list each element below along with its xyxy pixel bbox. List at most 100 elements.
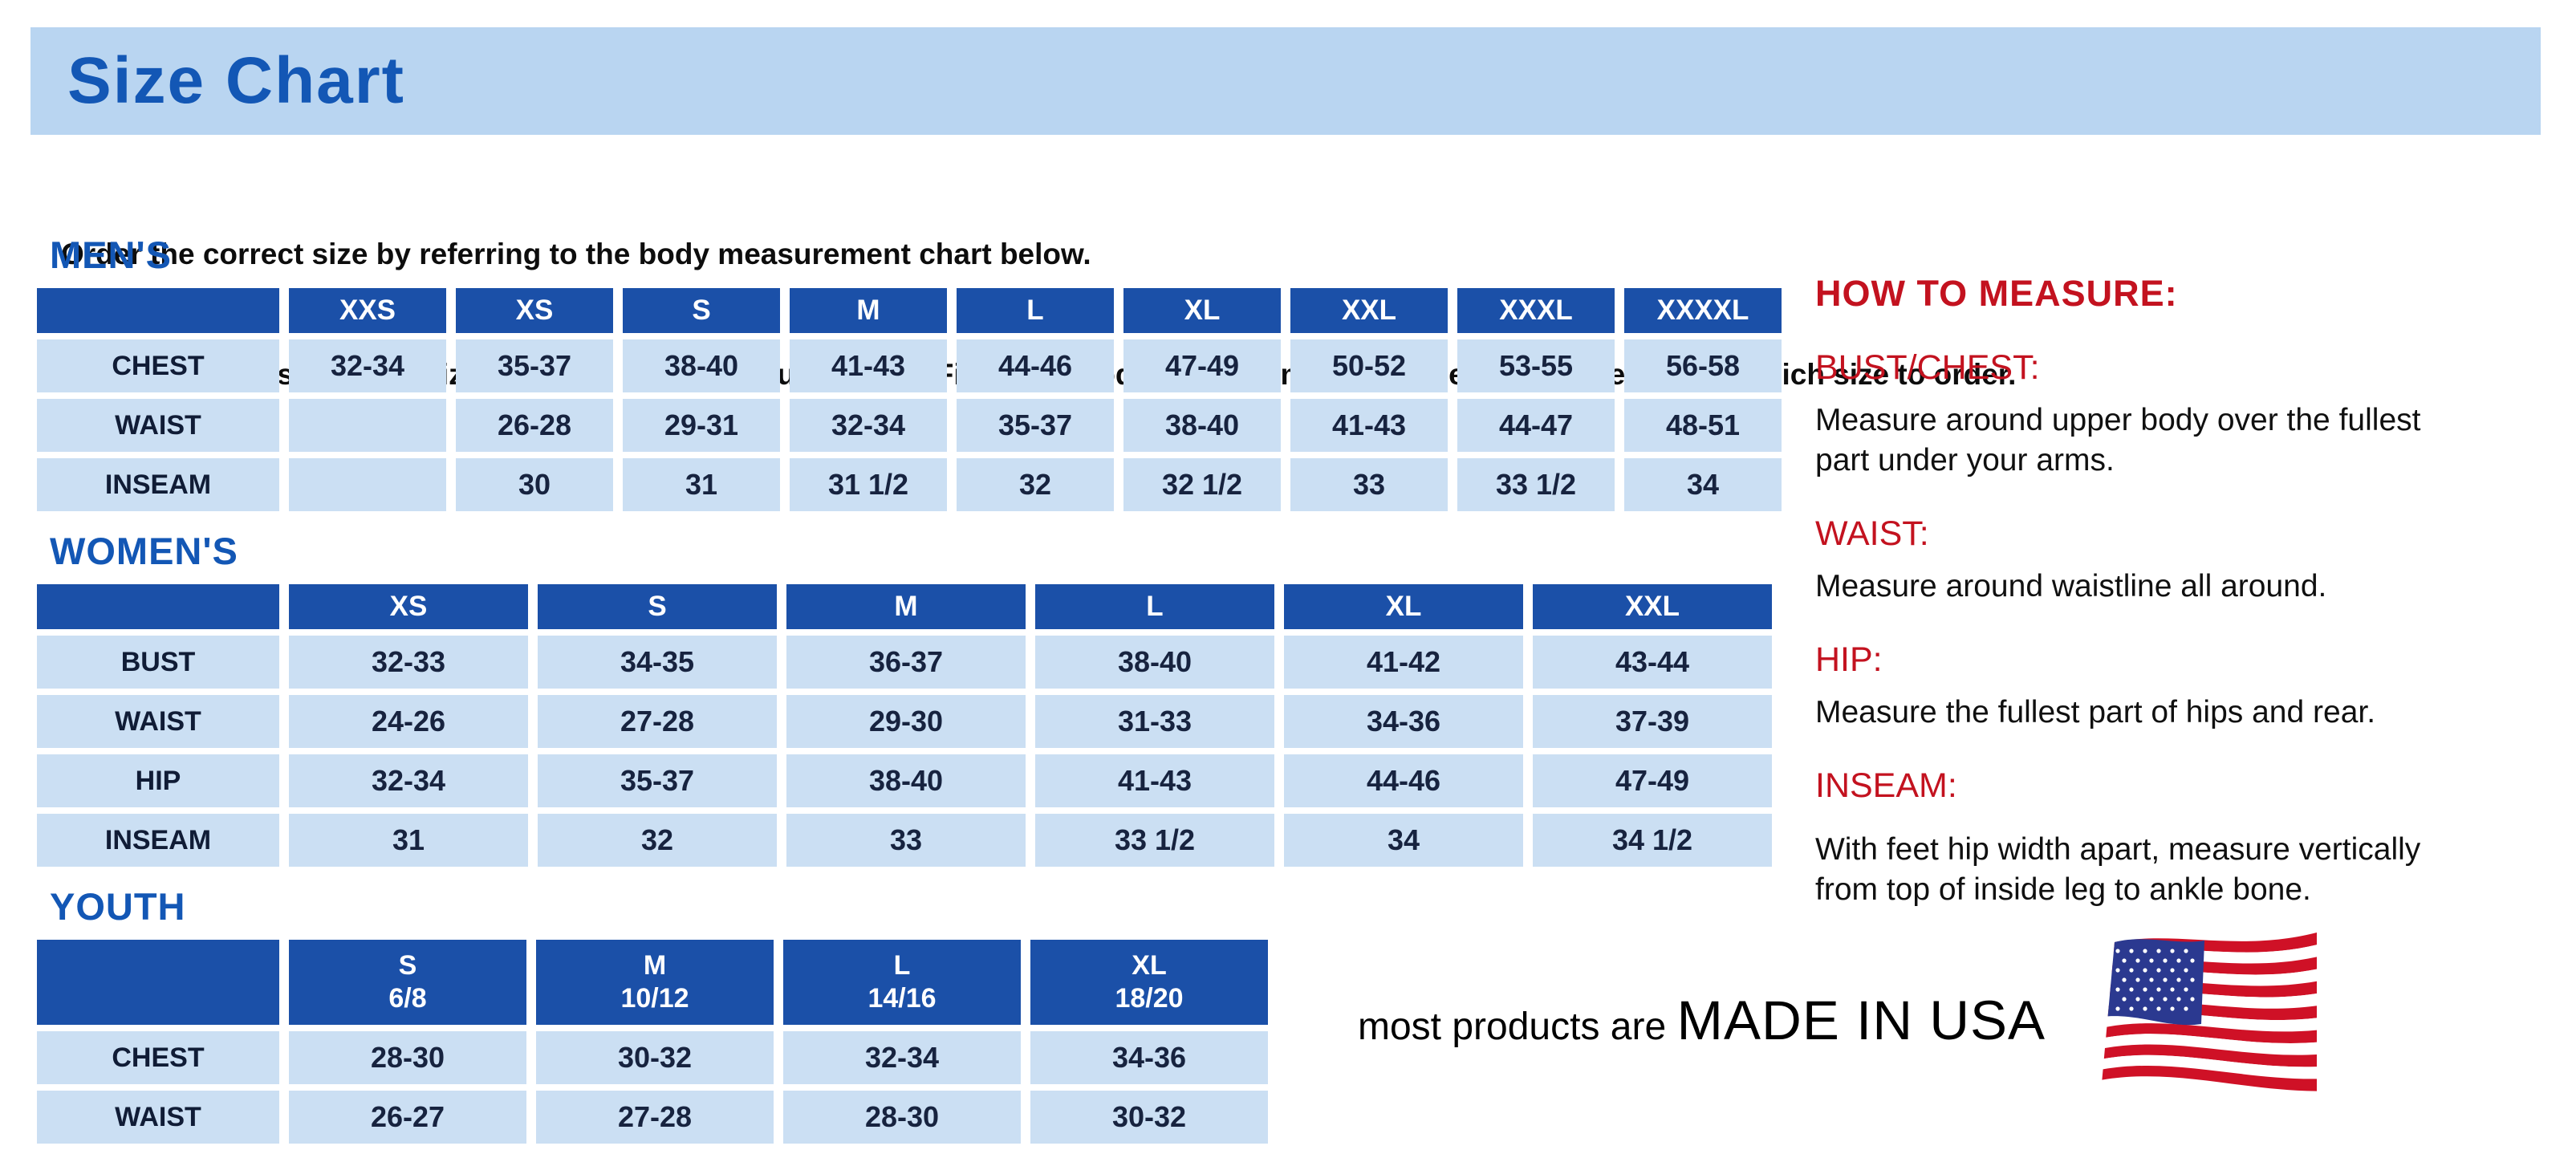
row-label: INSEAM [37,458,279,511]
flag-star [2156,987,2161,992]
row-label: HIP [37,754,279,807]
size-cell: 34 1/2 [1533,814,1772,867]
size-cell: 33 [1290,458,1448,511]
size-cell: 38-40 [623,339,780,392]
flag-star [2129,987,2134,992]
table-row: CHEST 32-34 35-37 38-40 41-43 44-46 47-49 50-52… [37,339,1782,392]
flag-star [2115,949,2120,953]
flag-shape [2105,1034,2318,1055]
table-row: BUST 32-33 34-35 36-37 38-40 41-42 43-44 [37,636,1772,689]
size-cell: 34-36 [1284,695,1523,748]
size-cell: 29-30 [786,695,1026,748]
size-table-womens: XS S M L XL XXL BUST 32-33 34-35 36-37 38-40 41-42 4… [27,578,1782,873]
size-cell: 30 [456,458,613,511]
size-cell: 32-34 [783,1031,1021,1084]
table-row: WAIST 24-26 27-28 29-30 31-33 34-36 37-39 [37,695,1772,748]
size-cell: 43-44 [1533,636,1772,689]
size-cell: 32-34 [289,339,446,392]
flag-shape [2107,939,2205,1026]
size-cell: 38-40 [1123,399,1281,452]
flag-star [2149,977,2154,982]
size-cell: 33 [786,814,1026,867]
size-cell: 34-36 [1030,1031,1268,1084]
size-cell: 31 [623,458,780,511]
flag-star [2129,949,2134,953]
flag-star [2115,987,2120,992]
flag-star [2135,977,2140,982]
size-cell: 41-43 [790,339,947,392]
measure-text: With feet hip width apart, measure verti… [1815,831,2421,907]
measure-label: HIP: [1815,640,1883,679]
size-cell: 32 1/2 [1123,458,1281,511]
size-cell [289,458,446,511]
how-to-measure: HOW TO MEASURE: BUST/CHEST: Measure aroun… [1815,233,2562,909]
flag-star [2143,968,2147,973]
flag-star [2149,997,2154,1002]
size-cell: 41-43 [1035,754,1274,807]
size-cell: 50-52 [1290,339,1448,392]
flag-star [2143,987,2147,992]
size-table-mens: XXS XS S M L XL XXL XXXL XXXXL CHEST 32-34 35-37 38-… [27,282,1791,518]
flag-star [2122,958,2127,963]
usa-flag-icon [2082,926,2323,1103]
flag-star [2156,968,2161,973]
column-header: XXXL [1457,288,1615,333]
intro-line-1: Order the correct size by referring to t… [61,238,1091,270]
flag-star [2184,987,2188,992]
flag-star [2163,997,2168,1002]
flag-star [2122,997,2127,1002]
flag-star [2176,997,2181,1002]
column-header: XL [1123,288,1281,333]
flag-star [2115,1006,2120,1011]
size-cell: 33 1/2 [1457,458,1615,511]
flag-star [2115,968,2120,973]
row-label: WAIST [37,399,279,452]
column-header: XS [289,584,528,629]
flag-shape [2106,1023,2318,1043]
flag-shape [2102,1065,2318,1091]
flag-shape [2103,1044,2318,1067]
size-cell: 30-32 [536,1031,774,1084]
size-table-block-womens: WOMEN'S XS S M L XL XXL BUST 32-33 34-35 36-37 38-4… [37,529,1812,873]
size-cell: 41-42 [1284,636,1523,689]
column-header: XXL [1533,584,1772,629]
flag-star [2163,977,2168,982]
header-row: S 6/8 M 10/12 L 14/16 XL 18/20 [37,940,1268,1025]
flag-star [2184,949,2188,953]
size-cell: 26-27 [289,1091,526,1144]
size-cell: 34-35 [538,636,777,689]
column-header: XL 18/20 [1030,940,1268,1025]
measure-section: HIP: Measure the fullest part of hips and… [1815,640,2562,733]
made-in-usa-prefix: most products are [1358,1005,1667,1048]
size-cell: 34 [1624,458,1782,511]
size-cell: 35-37 [456,339,613,392]
flag-star [2135,997,2140,1002]
table-row: HIP 32-34 35-37 38-40 41-43 44-46 47-49 [37,754,1772,807]
flag-star [2170,949,2175,953]
flag-star [2190,958,2195,963]
made-in-usa-text: most products are MADE IN USA [1358,989,2046,1052]
size-cell: 35-37 [538,754,777,807]
measure-text: Measure around upper body over the fulle… [1815,403,2421,477]
size-cell: 44-47 [1457,399,1615,452]
flag-star [2170,1006,2175,1011]
size-cell: 31 1/2 [790,458,947,511]
measure-label: BUST/CHEST: [1815,348,2040,387]
row-label: INSEAM [37,814,279,867]
flag-star [2170,968,2175,973]
size-cell: 24-26 [289,695,528,748]
header-row: XS S M L XL XXL [37,584,1772,629]
how-to-measure-heading: HOW TO MEASURE: [1815,273,2178,314]
column-header: L [1035,584,1274,629]
size-cell: 31 [289,814,528,867]
table-row: INSEAM 31 32 33 33 1/2 34 34 1/2 [37,814,1772,867]
size-cell: 44-46 [1284,754,1523,807]
measure-text: Measure the fullest part of hips and rea… [1815,694,2376,729]
flag-star [2156,1006,2161,1011]
made-in-usa-banner: most products are MADE IN USA [1358,933,2323,1103]
size-cell: 48-51 [1624,399,1782,452]
column-header: XXS [289,288,446,333]
flag-star [2129,1006,2134,1011]
size-table-youth: S 6/8 M 10/12 L 14/16 XL 18/20 CHEST 28-30 30-… [27,933,1278,1150]
